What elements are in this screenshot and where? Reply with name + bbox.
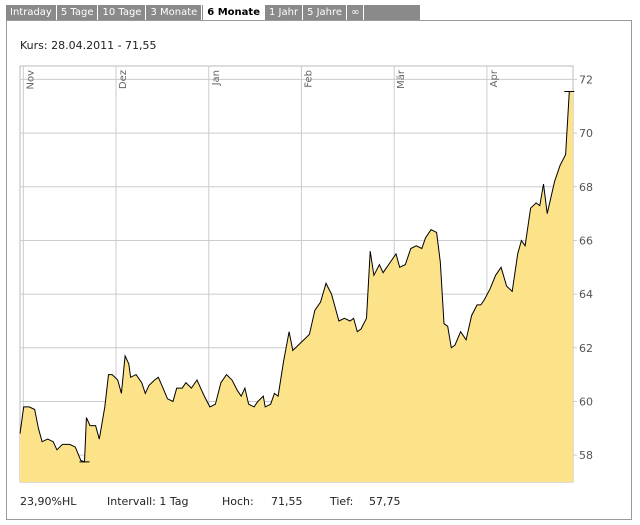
y-tick-label: 68 xyxy=(579,181,593,194)
tab-3[interactable]: 3 Monate xyxy=(146,5,203,20)
timeframe-tabs: Intraday 5 Tage 10 Tage 3 Monate 6 Monate 1 J… xyxy=(6,5,420,20)
y-tick-label: 64 xyxy=(579,288,593,301)
x-month-label: Mär xyxy=(396,69,407,89)
low-value: 57,75 xyxy=(369,495,401,508)
hl-percent: 23,90%HL xyxy=(20,495,77,508)
x-month-label: Feb xyxy=(303,70,314,88)
y-tick-label: 62 xyxy=(579,342,593,355)
x-month-label: Jan xyxy=(211,70,222,86)
price-area xyxy=(20,91,573,482)
high-label: Hoch: xyxy=(222,495,254,508)
chart-frame xyxy=(6,20,632,520)
high-value: 71,55 xyxy=(271,495,303,508)
x-month-label: Dez xyxy=(118,70,129,89)
y-tick-label: 72 xyxy=(579,73,593,86)
tab-7[interactable]: ∞ xyxy=(347,5,365,20)
x-month-label: Nov xyxy=(25,70,36,90)
price-line xyxy=(19,91,573,463)
tab-0[interactable]: Intraday xyxy=(6,5,57,20)
tab-2[interactable]: 10 Tage xyxy=(98,5,147,20)
x-month-label: Apr xyxy=(489,69,500,87)
y-tick-label: 70 xyxy=(579,127,593,140)
price-label: Kurs: 28.04.2011 - 71,55 xyxy=(20,39,157,52)
tab-6[interactable]: 5 Jahre xyxy=(303,5,348,20)
tab-5[interactable]: 1 Jahr xyxy=(265,5,304,20)
tab-4[interactable]: 6 Monate xyxy=(202,5,265,20)
low-label: Tief: xyxy=(330,495,354,508)
y-tick-label: 58 xyxy=(579,449,593,462)
interval-label: Intervall: 1 Tag xyxy=(107,495,189,508)
tab-1[interactable]: 5 Tage xyxy=(57,5,99,20)
y-tick-label: 66 xyxy=(579,234,593,247)
y-tick-label: 60 xyxy=(579,395,593,408)
